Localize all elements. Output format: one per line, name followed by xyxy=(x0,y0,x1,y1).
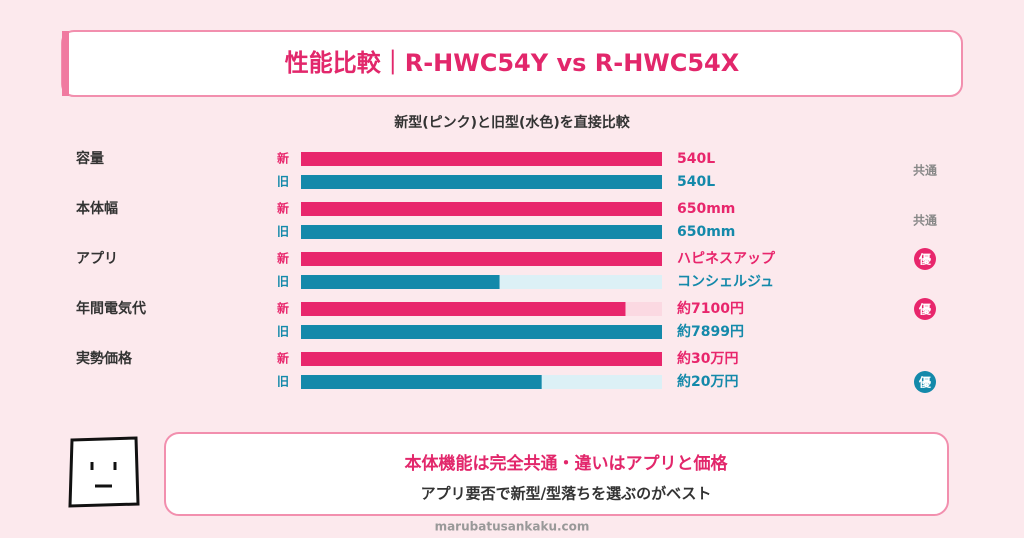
series-marker: 旧 xyxy=(277,325,289,339)
value-label: 540L xyxy=(677,174,715,190)
subtitle: 新型(ピンク)と旧型(水色)を直接比較 xyxy=(394,114,631,131)
series-marker: 旧 xyxy=(277,225,289,239)
series-marker: 新 xyxy=(277,351,289,366)
row-label: 実勢価格 xyxy=(76,350,133,367)
value-label: 650mm xyxy=(677,201,735,217)
bar xyxy=(301,275,500,289)
series-marker: 旧 xyxy=(277,375,289,389)
badge-circle xyxy=(914,248,936,270)
bar xyxy=(301,152,662,166)
face-icon xyxy=(68,436,140,508)
bar xyxy=(301,302,626,316)
bar xyxy=(301,352,662,366)
row-label: 本体幅 xyxy=(76,200,118,217)
bar xyxy=(301,202,662,216)
row-label: 年間電気代 xyxy=(76,300,146,317)
badge: 優 xyxy=(918,375,932,390)
row-label: 容量 xyxy=(75,150,104,167)
title: 性能比較｜R-HWC54Y vs R-HWC54X xyxy=(285,49,740,77)
badge: 優 xyxy=(918,302,932,317)
value-label: 約30万円 xyxy=(677,350,738,367)
series-marker: 新 xyxy=(277,301,289,316)
title-accent xyxy=(62,31,69,96)
value-label: 650mm xyxy=(677,224,735,240)
series-marker: 新 xyxy=(277,201,289,216)
note-line2: アプリ要否で新型/型落ちを選ぶのがベスト xyxy=(421,485,712,503)
badge: 優 xyxy=(918,252,932,267)
bar xyxy=(301,175,662,189)
note-line1: 本体機能は完全共通・違いはアプリと価格 xyxy=(405,453,729,474)
bar xyxy=(301,225,662,239)
note-box xyxy=(164,432,949,516)
value-label: 540L xyxy=(677,151,715,167)
series-marker: 新 xyxy=(277,251,289,266)
value-label: コンシェルジュ xyxy=(677,274,774,290)
value-label: 約20万円 xyxy=(677,373,738,390)
value-label: 約7100円 xyxy=(677,300,744,317)
value-label: 約7899円 xyxy=(677,323,744,340)
bar xyxy=(301,325,662,339)
series-marker: 旧 xyxy=(277,175,289,189)
bar xyxy=(301,375,542,389)
badge-circle xyxy=(914,298,936,320)
badge-circle xyxy=(914,371,936,393)
bar xyxy=(301,252,662,266)
footer: marubatusankaku.com xyxy=(435,520,590,534)
badge: 共通 xyxy=(913,163,937,178)
series-marker: 旧 xyxy=(277,275,289,289)
value-label: ハピネスアップ xyxy=(677,251,776,267)
series-marker: 新 xyxy=(277,151,289,166)
badge: 共通 xyxy=(913,213,937,228)
row-label: アプリ xyxy=(76,251,118,267)
